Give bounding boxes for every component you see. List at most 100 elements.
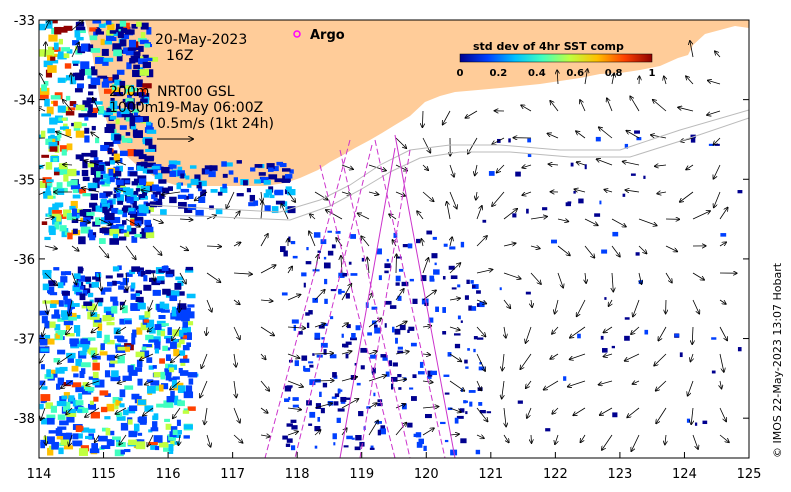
sst-patch [467, 348, 470, 351]
current-vector-arrow [449, 327, 460, 330]
sst-patch [306, 322, 310, 329]
sst-patch [65, 128, 72, 137]
sst-patch [106, 123, 116, 129]
sst-patch [172, 306, 177, 315]
sst-patch [142, 61, 152, 69]
sst-patch [128, 369, 138, 376]
sst-patch [312, 297, 318, 303]
current-vector-arrow [395, 321, 407, 328]
sst-patch [59, 27, 68, 33]
sst-patch [54, 26, 62, 35]
sst-patch [165, 373, 172, 381]
sst-patch [117, 31, 124, 39]
sst-patch [138, 154, 147, 160]
sst-patch [183, 391, 194, 399]
sst-patch [52, 53, 59, 58]
sst-patch [204, 165, 213, 173]
sst-patch [166, 273, 173, 278]
sst-patch [99, 227, 107, 234]
sst-patch [45, 162, 53, 170]
sst-patch [124, 188, 134, 196]
sst-patch [75, 104, 85, 111]
sst-patch [142, 344, 152, 348]
sst-patch [152, 289, 161, 296]
sst-patch [141, 93, 150, 101]
sst-patch [124, 320, 132, 325]
sst-patch [714, 143, 720, 146]
current-vector-arrow [234, 380, 236, 398]
sst-patch [391, 326, 395, 333]
sst-patch [158, 269, 166, 273]
sst-patch [634, 130, 640, 134]
sst-patch [178, 367, 183, 374]
current-vector-arrow [310, 214, 316, 220]
sst-patch [134, 220, 142, 226]
sst-patch [59, 366, 68, 372]
sst-patch [100, 38, 105, 46]
sst-patch [346, 435, 353, 440]
sst-patch [60, 432, 69, 440]
sst-patch [39, 181, 46, 189]
sst-patch [443, 243, 448, 247]
current-vector-arrow [502, 353, 504, 371]
sst-patch [397, 295, 402, 301]
lon-tick-label: 114 [27, 467, 52, 482]
sst-patch [399, 324, 406, 331]
sst-patch [117, 355, 125, 364]
current-vector-arrow [287, 191, 295, 202]
sst-patch [137, 399, 147, 405]
sst-patch [179, 358, 190, 363]
current-vector-arrow [149, 299, 154, 311]
sst-patch [154, 343, 161, 350]
sst-patch [54, 167, 60, 172]
current-vector-arrow [688, 380, 694, 396]
current-vector-arrow [713, 137, 721, 145]
sst-patch [54, 309, 60, 318]
sst-patch [53, 42, 59, 50]
current-vector-arrow [392, 240, 396, 247]
sst-patch [45, 185, 51, 193]
sst-patch [409, 278, 414, 282]
sst-patch [184, 195, 189, 200]
sst-patch [324, 278, 328, 285]
current-vector-arrow [368, 403, 377, 409]
sst-patch [126, 62, 132, 70]
sst-patch [258, 172, 266, 176]
current-vector-arrow [719, 407, 726, 421]
sst-patch [471, 306, 477, 311]
sst-patch [122, 375, 132, 381]
lat-tick-label: -37 [14, 333, 35, 348]
current-vector-arrow [476, 407, 488, 421]
sst-patch [50, 95, 61, 100]
sst-patch [145, 181, 154, 187]
sst-patch [78, 275, 86, 282]
sst-patch [113, 153, 120, 162]
current-vector-arrow [422, 428, 434, 436]
current-vector-arrow [447, 202, 451, 220]
sst-patch [129, 115, 140, 120]
sst-patch [82, 290, 88, 296]
sst-patch [146, 185, 156, 192]
sst-patch [82, 100, 91, 108]
current-vector-arrow [367, 258, 369, 274]
current-vector-arrow [476, 380, 481, 391]
sst-patch [187, 332, 192, 340]
current-vector-arrow [503, 272, 521, 279]
sst-patch [108, 169, 114, 176]
sst-patch [40, 348, 49, 352]
colorbar-tick-label: 0.8 [605, 68, 623, 79]
current-vector-arrow [395, 351, 409, 354]
sst-patch [111, 150, 118, 156]
sst-patch [290, 240, 296, 245]
current-vector-arrow [443, 110, 451, 125]
sst-patch [91, 203, 98, 212]
sst-patch [74, 88, 83, 93]
sst-patch [167, 186, 173, 191]
sst-patch [60, 310, 68, 318]
sst-patch [148, 429, 153, 433]
current-vector-arrow [585, 69, 588, 85]
sst-patch [180, 173, 185, 179]
sst-patch [204, 169, 210, 175]
sst-patch [84, 127, 90, 134]
sst-patch [183, 408, 188, 412]
